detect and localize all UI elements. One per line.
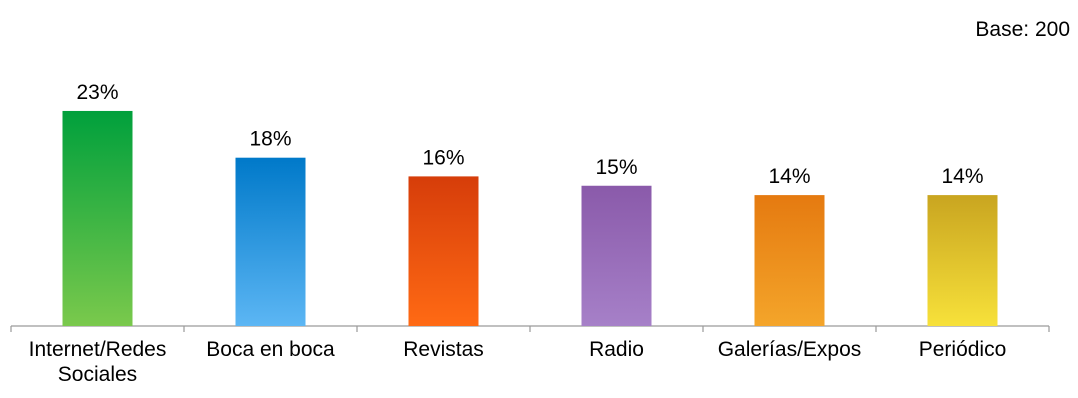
category-label: Galerías/Expos xyxy=(718,338,862,361)
category-label-line: Sociales xyxy=(58,363,137,386)
category-label-line: Revistas xyxy=(403,338,484,361)
bar-6 xyxy=(927,195,998,326)
category-label: Revistas xyxy=(403,338,484,361)
category-label-line: Galerías/Expos xyxy=(718,338,862,361)
category-label: Internet/Redes Sociales xyxy=(29,338,167,386)
category-label-line: Periódico xyxy=(919,338,1007,361)
category-label: Radio xyxy=(589,338,644,361)
bar-4 xyxy=(581,185,652,326)
data-label: 18% xyxy=(249,128,291,151)
bar-5 xyxy=(754,195,825,326)
category-label-line: Internet/Redes xyxy=(29,338,167,361)
category-label: Boca en boca xyxy=(206,338,335,361)
bar-1 xyxy=(62,110,133,326)
category-label-line: Radio xyxy=(589,338,644,361)
bar-2 xyxy=(235,157,306,326)
data-label: 14% xyxy=(941,165,983,188)
base-note: Base: 200 xyxy=(975,18,1070,41)
data-label: 15% xyxy=(595,156,637,179)
data-label: 23% xyxy=(76,81,118,104)
data-label: 16% xyxy=(422,146,464,169)
category-label: Periódico xyxy=(919,338,1007,361)
category-label-line: Boca en boca xyxy=(206,338,335,361)
data-label: 14% xyxy=(768,165,810,188)
bar-3 xyxy=(408,176,479,326)
